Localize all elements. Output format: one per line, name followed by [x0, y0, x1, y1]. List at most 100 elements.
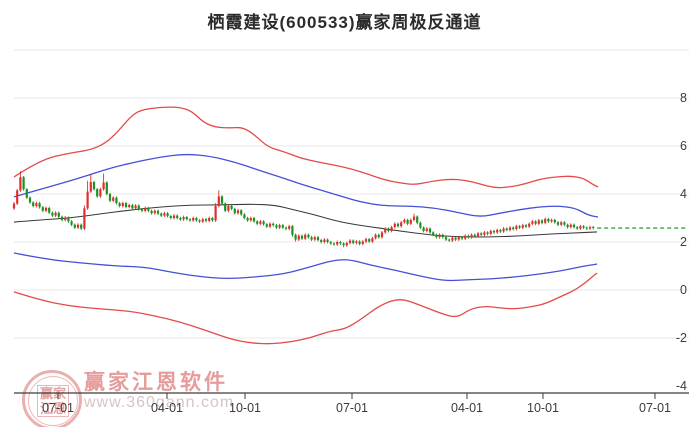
candle-body [332, 243, 336, 245]
candle-body [412, 216, 416, 220]
candle-body [403, 219, 406, 223]
candle-body [336, 242, 339, 245]
candle-body [489, 230, 492, 234]
candle-body [515, 226, 518, 230]
candle-body [502, 228, 505, 232]
candle-body [339, 242, 342, 244]
candle-body [172, 215, 176, 218]
candle-body [217, 196, 220, 206]
x-axis-tick-label: 10-01 [229, 401, 261, 415]
candle-body [355, 241, 358, 243]
candle-body [534, 221, 537, 224]
x-axis-tick-label: 04-01 [151, 401, 183, 415]
candle-body [470, 234, 473, 238]
candle-body [185, 217, 188, 220]
candle-body [22, 177, 25, 190]
candle-body [134, 205, 137, 209]
candle-body [345, 242, 348, 246]
candle-body [230, 206, 233, 209]
candle-body [150, 210, 153, 214]
candle-body [41, 207, 44, 211]
candle-body [192, 218, 195, 221]
candle-body [537, 220, 540, 224]
candle-body [291, 226, 294, 235]
candle-body [278, 225, 281, 228]
candle-body [563, 222, 566, 225]
candle-body [89, 182, 92, 192]
candle-body [275, 225, 278, 228]
watermark-seal-ring: 赢家江恩 [28, 376, 78, 426]
candle-body [560, 222, 563, 225]
candle-body [364, 239, 368, 242]
candle-body [204, 219, 208, 221]
watermark: 赢家江恩 赢家江恩软件 www.360gann.com [0, 360, 320, 427]
candle-body [48, 207, 51, 213]
candle-body [531, 221, 534, 224]
candle-body [220, 196, 224, 204]
candle-body [454, 237, 457, 240]
candle-body [483, 232, 486, 235]
watermark-url-text: www.360gann.com [84, 394, 235, 411]
candle-body [214, 206, 217, 221]
candlestick-series [12, 171, 595, 248]
candle-body [112, 197, 115, 201]
candle-body [294, 234, 297, 240]
candle-body [12, 203, 16, 209]
candle-body [313, 237, 316, 240]
candle-body [32, 202, 35, 206]
candle-body [73, 224, 76, 228]
candle-body [438, 234, 441, 238]
candle-body [486, 232, 489, 234]
candle-body [377, 234, 380, 238]
x-axis-tick-label: 04-01 [451, 401, 483, 415]
candle-body [227, 206, 230, 211]
upper-inner-band-line [13, 153, 599, 218]
candle-body [556, 222, 560, 225]
candle-body [310, 237, 313, 240]
candle-body [323, 239, 326, 242]
watermark-seal-characters: 赢家江恩 [37, 385, 69, 417]
candle-body [102, 182, 105, 190]
candle-body [44, 207, 48, 211]
candle-body [512, 227, 515, 230]
x-axis-tick-label: 07-01 [336, 401, 368, 415]
candle-body [505, 228, 508, 230]
upper-outer-band-line [13, 106, 599, 189]
candle-body [96, 189, 99, 197]
candle-body [19, 177, 22, 191]
candle-body [435, 234, 438, 238]
candle-body [428, 228, 432, 233]
candle-body [473, 234, 476, 237]
y-axis-tick-label: 8 [680, 91, 687, 105]
candle-body [307, 234, 310, 238]
candle-body [153, 210, 156, 214]
candle-body [480, 233, 483, 235]
candle-body [105, 182, 108, 194]
candle-body [195, 218, 198, 221]
watermark-brand-text: 赢家江恩软件 [84, 371, 228, 394]
candle-body [371, 238, 374, 242]
candle-body [467, 235, 470, 238]
candle-body [540, 220, 544, 223]
candle-body [329, 242, 332, 244]
candle-body [38, 203, 41, 208]
candle-body [419, 222, 422, 228]
candle-body [316, 237, 320, 241]
candle-body [460, 237, 464, 239]
candle-body [464, 235, 467, 239]
candle-body [198, 220, 201, 222]
candle-body [416, 216, 419, 223]
candle-body [553, 219, 556, 223]
candle-body [579, 226, 582, 229]
candle-body [374, 234, 377, 239]
candle-body [166, 213, 169, 217]
candle-body [572, 224, 576, 228]
candle-body [496, 230, 499, 233]
candle-body [182, 217, 185, 220]
candle-body [521, 225, 524, 228]
candle-body [201, 219, 204, 222]
candle-body [582, 226, 585, 228]
x-axis: 07-01 04-01 10-01 07-01 04-01 10-01 07-01 [14, 392, 689, 415]
candle-body [361, 241, 364, 244]
